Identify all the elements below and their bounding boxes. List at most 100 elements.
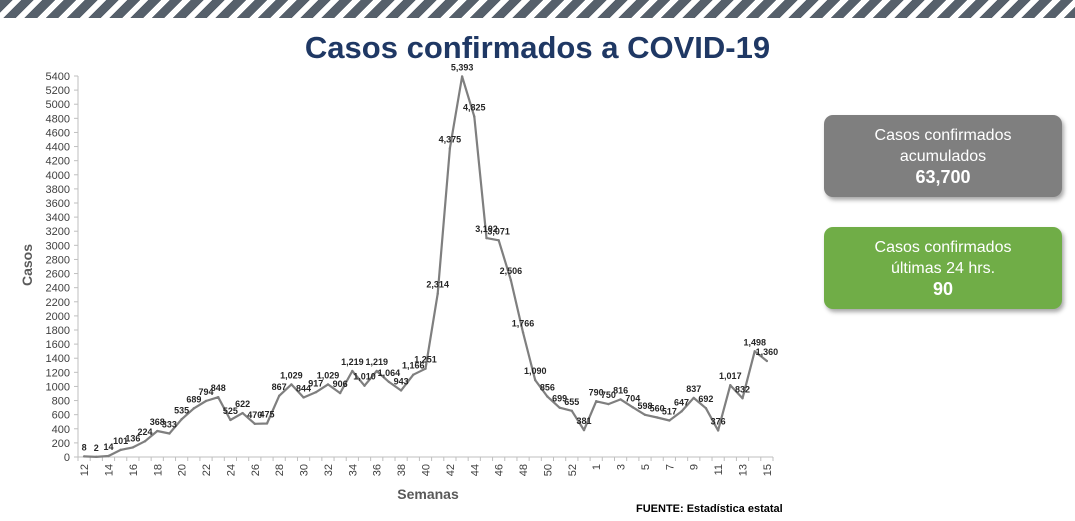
- x-tick-label: 50: [542, 464, 554, 476]
- data-point: [204, 399, 208, 403]
- data-label: 790: [589, 387, 604, 397]
- y-tick-label: 5000: [46, 99, 70, 111]
- data-label: 525: [223, 406, 238, 416]
- data-point: [156, 429, 159, 433]
- data-label: 1,166: [402, 361, 425, 371]
- data-label: 517: [662, 407, 677, 417]
- y-tick-label: 1400: [46, 353, 70, 365]
- data-label: 917: [308, 378, 323, 388]
- data-point: [631, 406, 634, 409]
- data-point: [473, 115, 476, 118]
- data-label: 848: [211, 383, 226, 393]
- data-label: 8: [82, 442, 87, 452]
- data-point: [497, 239, 500, 242]
- data-label: 867: [272, 382, 287, 392]
- x-tick-label: 13: [738, 464, 750, 476]
- y-tick-label: 800: [52, 396, 70, 408]
- data-point: [680, 410, 683, 413]
- summary-box-accumulated-line1: Casos confirmados: [874, 126, 1012, 144]
- x-tick-label: 26: [250, 464, 262, 476]
- y-tick-label: 4000: [46, 170, 70, 182]
- data-point: [509, 278, 513, 282]
- data-label: 856: [540, 383, 555, 393]
- x-tick-label: 14: [103, 464, 115, 476]
- data-label: 4,375: [439, 134, 462, 144]
- data-label: 475: [259, 409, 274, 419]
- x-tick-label: 36: [372, 464, 384, 476]
- y-tick-label: 2800: [46, 254, 70, 266]
- x-tick-label: 52: [567, 464, 579, 476]
- data-label: 368: [150, 417, 165, 427]
- data-point: [668, 419, 671, 422]
- x-tick-label: 9: [689, 464, 701, 470]
- data-point: [765, 359, 769, 363]
- data-label: 622: [235, 399, 250, 409]
- data-label: 1,219: [341, 357, 364, 367]
- x-tick-label: 44: [469, 464, 481, 476]
- data-label: 689: [186, 394, 201, 404]
- summary-box-accumulated-line2: acumulados: [899, 147, 987, 165]
- data-point: [314, 391, 317, 394]
- data-label: 598: [637, 401, 652, 411]
- data-label: 2,506: [500, 266, 523, 276]
- data-label: 704: [625, 393, 640, 403]
- x-tick-label: 22: [201, 464, 213, 476]
- data-point: [265, 422, 269, 425]
- data-point: [655, 416, 659, 419]
- x-tick-label: 48: [518, 464, 530, 476]
- data-label: 794: [199, 387, 214, 397]
- data-label: 4,825: [463, 103, 486, 113]
- data-label: 1,766: [512, 318, 535, 328]
- data-point: [338, 391, 342, 395]
- y-tick-label: 200: [52, 438, 70, 450]
- data-label: 381: [576, 416, 591, 426]
- y-tick-label: 0: [64, 452, 70, 464]
- data-point: [241, 411, 244, 415]
- data-point: [119, 448, 122, 452]
- chart-title: Casos confirmados a COVID-19: [304, 30, 771, 65]
- x-tick-label: 7: [664, 464, 676, 470]
- data-point: [753, 350, 756, 353]
- data-point: [387, 380, 391, 384]
- data-label: 2,314: [426, 280, 449, 290]
- data-point: [729, 384, 732, 387]
- data-point: [534, 378, 537, 382]
- data-point: [582, 428, 586, 432]
- data-label: 816: [613, 385, 628, 395]
- data-point: [485, 236, 488, 240]
- data-label: 1,010: [353, 372, 376, 382]
- data-label: 470: [247, 410, 262, 420]
- data-label: 101: [113, 436, 128, 446]
- data-label: 837: [686, 384, 701, 394]
- data-label: 699: [552, 394, 567, 404]
- data-point: [424, 367, 427, 370]
- y-tick-label: 3400: [46, 212, 70, 224]
- y-tick-label: 4800: [46, 113, 70, 125]
- data-label: 1,360: [756, 347, 779, 357]
- data-point: [229, 418, 232, 422]
- data-label: 943: [394, 376, 409, 386]
- data-label: 3,071: [487, 226, 510, 236]
- data-point: [363, 384, 366, 387]
- y-tick-label: 3000: [46, 240, 70, 252]
- data-point: [558, 406, 561, 409]
- data-label: 560: [650, 403, 665, 413]
- data-point: [143, 439, 147, 443]
- data-point: [82, 455, 86, 458]
- x-tick-label: 3: [616, 464, 628, 470]
- data-label: 1,029: [317, 370, 340, 380]
- x-tick-label: 18: [152, 464, 164, 476]
- x-tick-label: 11: [713, 464, 725, 475]
- data-point: [412, 373, 415, 376]
- y-tick-label: 1000: [46, 381, 70, 393]
- data-label: 2: [94, 443, 99, 453]
- x-tick-label: 42: [445, 464, 457, 476]
- data-label: 832: [735, 384, 750, 394]
- data-label: 136: [125, 433, 140, 443]
- data-label: 1,017: [719, 371, 742, 381]
- summary-box-last-24h-line2: últimas 24 hrs.: [890, 259, 996, 277]
- x-tick-label: 38: [396, 464, 408, 476]
- data-label: 906: [333, 379, 348, 389]
- data-label: 333: [162, 420, 177, 430]
